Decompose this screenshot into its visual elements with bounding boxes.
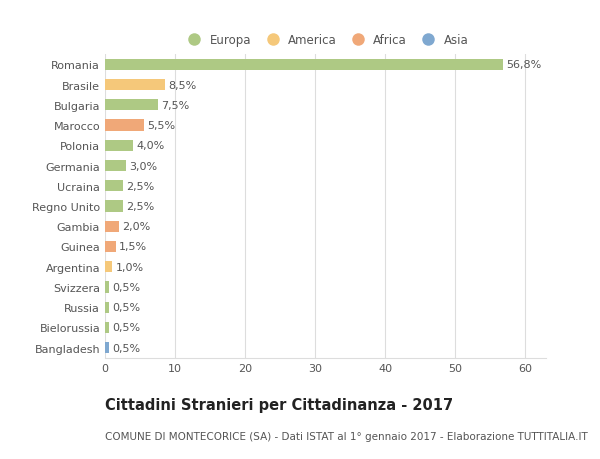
Text: 7,5%: 7,5% xyxy=(161,101,189,111)
Text: 2,5%: 2,5% xyxy=(126,202,154,212)
Text: 2,5%: 2,5% xyxy=(126,181,154,191)
Text: 3,0%: 3,0% xyxy=(130,161,158,171)
Text: COMUNE DI MONTECORICE (SA) - Dati ISTAT al 1° gennaio 2017 - Elaborazione TUTTIT: COMUNE DI MONTECORICE (SA) - Dati ISTAT … xyxy=(105,431,588,442)
Bar xyxy=(105,80,164,91)
Bar xyxy=(105,60,503,71)
Bar xyxy=(105,322,109,333)
Text: 0,5%: 0,5% xyxy=(112,302,140,313)
Bar xyxy=(105,120,143,131)
Bar xyxy=(105,342,109,353)
Bar xyxy=(105,282,109,293)
Legend: Europa, America, Africa, Asia: Europa, America, Africa, Asia xyxy=(182,34,469,47)
Bar xyxy=(105,302,109,313)
Bar xyxy=(105,221,119,232)
Bar xyxy=(105,161,126,172)
Text: 5,5%: 5,5% xyxy=(147,121,175,131)
Text: 8,5%: 8,5% xyxy=(168,80,196,90)
Bar xyxy=(105,140,133,151)
Text: 1,5%: 1,5% xyxy=(119,242,147,252)
Text: 0,5%: 0,5% xyxy=(112,282,140,292)
Bar xyxy=(105,262,112,273)
Bar xyxy=(105,100,157,111)
Text: Cittadini Stranieri per Cittadinanza - 2017: Cittadini Stranieri per Cittadinanza - 2… xyxy=(105,397,453,412)
Text: 4,0%: 4,0% xyxy=(137,141,165,151)
Text: 1,0%: 1,0% xyxy=(115,262,143,272)
Bar xyxy=(105,201,122,212)
Text: 2,0%: 2,0% xyxy=(122,222,151,232)
Bar xyxy=(105,241,115,252)
Text: 56,8%: 56,8% xyxy=(506,60,541,70)
Text: 0,5%: 0,5% xyxy=(112,343,140,353)
Bar xyxy=(105,181,122,192)
Text: 0,5%: 0,5% xyxy=(112,323,140,333)
